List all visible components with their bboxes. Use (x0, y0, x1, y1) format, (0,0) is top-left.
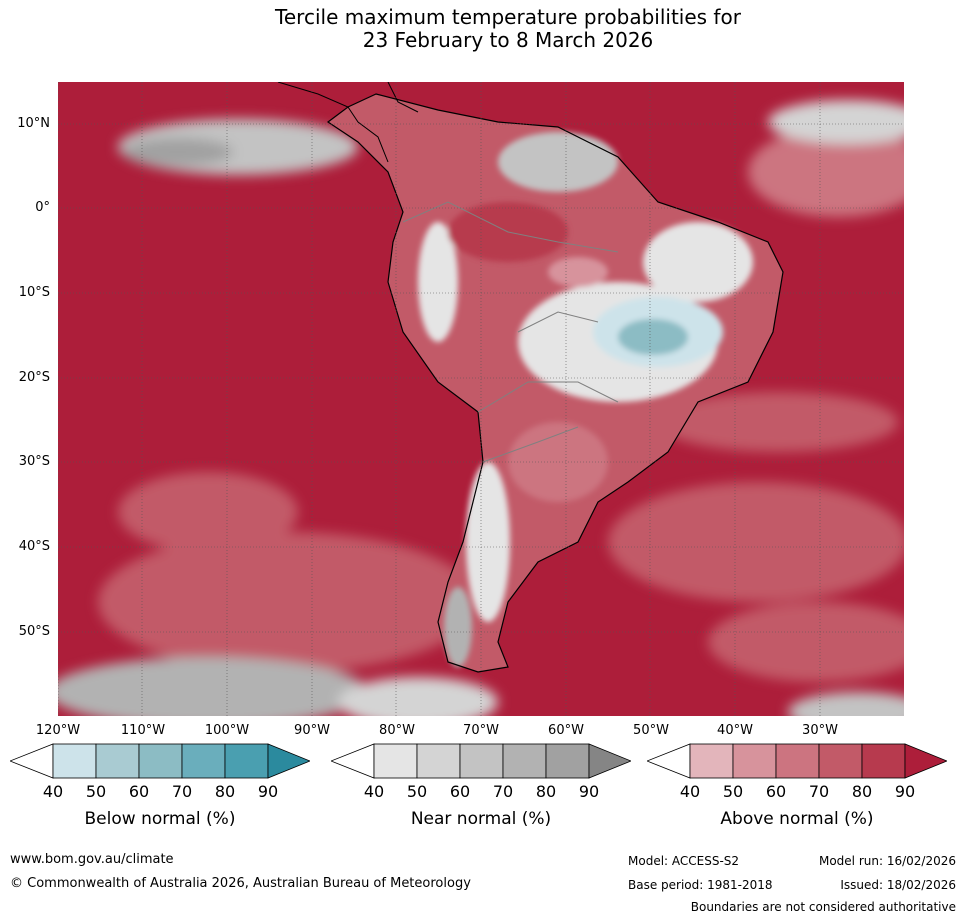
lat-label-20s: 20°S (18, 370, 50, 385)
tick-near-70: 70 (492, 782, 514, 801)
near-normal-swatch-70 (502, 743, 547, 779)
tick-near-80: 80 (535, 782, 557, 801)
tick-below-60: 60 (128, 782, 150, 801)
above-normal-swatch-60 (775, 743, 820, 779)
colorbar-title-above-normal: Above normal (%) (720, 809, 874, 829)
lon-label-90w: 90°W (294, 723, 330, 738)
lon-label-100w: 100°W (204, 723, 250, 738)
footer-issued: Issued: 18/02/2026 (840, 878, 956, 892)
map-title-line-1: Tercile maximum temperature probabilitie… (275, 5, 741, 29)
near-normal-swatch-50 (416, 743, 461, 779)
colorbar-near-normal (331, 743, 631, 779)
footer-model-run: Model run: 16/02/2026 (818, 854, 956, 868)
map-title-line-2: 23 February to 8 March 2026 (362, 28, 654, 52)
colorbar-below-normal (10, 743, 310, 779)
lon-label-30w: 30°W (802, 723, 838, 738)
colorbar-title-near-normal: Near normal (%) (410, 809, 552, 829)
lon-label-40w: 40°W (717, 723, 753, 738)
below-normal-swatch-60 (138, 743, 183, 779)
colorbar-title-below-normal: Below normal (%) (84, 809, 236, 829)
footer-disclaimer: Boundaries are not considered authoritat… (690, 900, 956, 914)
near-normal-swatch-80 (545, 743, 590, 779)
footer-model: Model: ACCESS-S2 (628, 854, 740, 868)
below-normal-swatch-80 (224, 743, 269, 779)
above-normal-extend-low (647, 743, 691, 779)
below-normal-extend-high (267, 743, 310, 779)
tick-above-40: 40 (679, 782, 701, 801)
central-america-coastline (277, 82, 419, 163)
near-normal-swatch-60 (459, 743, 504, 779)
probability-map (58, 82, 904, 716)
above-normal-swatch-80 (861, 743, 906, 779)
lat-label-50s: 50°S (18, 624, 50, 639)
near-normal-extend-low (331, 743, 375, 779)
below-normal-extend-low (10, 743, 54, 779)
tick-above-90: 90 (894, 782, 916, 801)
tick-near-60: 60 (449, 782, 471, 801)
footer-website: www.bom.gov.au/climate (10, 852, 174, 867)
tick-above-50: 50 (722, 782, 744, 801)
lon-label-80w: 80°W (379, 723, 415, 738)
lon-label-110w: 110°W (120, 723, 166, 738)
below-normal-swatch-70 (181, 743, 226, 779)
tick-near-50: 50 (406, 782, 428, 801)
lat-label-10s: 10°S (18, 285, 50, 300)
footer-copyright: © Commonwealth of Australia 2026, Austra… (10, 876, 471, 891)
tick-below-40: 40 (42, 782, 64, 801)
footer-base-period: Base period: 1981-2018 (628, 878, 773, 892)
tick-near-40: 40 (363, 782, 385, 801)
tick-near-90: 90 (578, 782, 600, 801)
tick-below-90: 90 (257, 782, 279, 801)
lat-label-30s: 30°S (18, 454, 50, 469)
near-normal-extend-high (588, 743, 631, 779)
tick-below-80: 80 (214, 782, 236, 801)
below-normal-swatch-40 (52, 743, 97, 779)
below-normal-swatch-50 (95, 743, 140, 779)
tick-above-70: 70 (808, 782, 830, 801)
colorbar-above-normal (647, 743, 947, 779)
lon-label-120w: 120°W (35, 723, 81, 738)
tick-below-50: 50 (85, 782, 107, 801)
tick-below-70: 70 (171, 782, 193, 801)
above-normal-swatch-40 (689, 743, 734, 779)
lat-label-0: 0° (35, 200, 50, 215)
lat-label-40s: 40°S (18, 539, 50, 554)
ocean-field-patches (58, 100, 904, 716)
above-normal-swatch-70 (818, 743, 863, 779)
near-normal-swatch-40 (373, 743, 418, 779)
above-normal-extend-high (904, 743, 947, 779)
above-normal-swatch-50 (732, 743, 777, 779)
lon-label-60w: 60°W (548, 723, 584, 738)
continent-south-america (326, 93, 784, 673)
lon-label-50w: 50°W (633, 723, 669, 738)
lon-label-70w: 70°W (463, 723, 499, 738)
lat-label-10n: 10°N (17, 116, 50, 131)
tick-above-60: 60 (765, 782, 787, 801)
tick-above-80: 80 (851, 782, 873, 801)
graticule (58, 82, 904, 716)
